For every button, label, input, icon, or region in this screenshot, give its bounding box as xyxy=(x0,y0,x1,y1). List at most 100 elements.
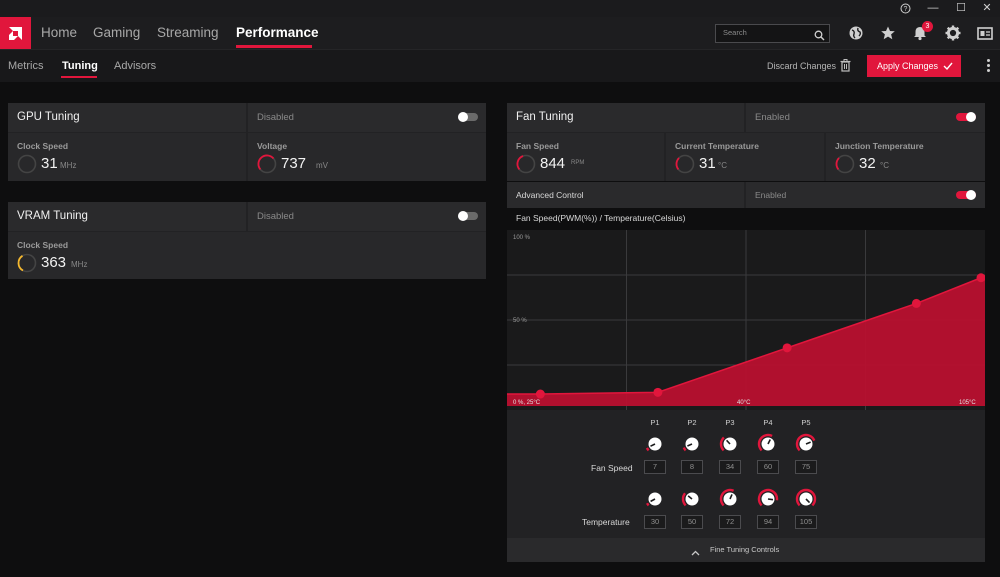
point-label-p5: P5 xyxy=(801,418,811,427)
gpu-clock-speed-cell: Clock Speed 31 MHz xyxy=(8,133,246,181)
x-tick-105: 105°C xyxy=(959,400,976,406)
fine-tuning-controls-label: Fine Tuning Controls xyxy=(710,545,780,554)
fan-tuning-title: Fan Tuning xyxy=(516,111,574,123)
advanced-control-toggle[interactable] xyxy=(956,190,976,200)
p1-fan-speed-knob[interactable] xyxy=(644,433,666,455)
fan-speed-row-label: Fan Speed xyxy=(591,463,633,473)
fan-curve-points[interactable] xyxy=(535,273,986,399)
x-tick-40: 40°C xyxy=(737,400,751,406)
checkmark-icon xyxy=(943,55,953,85)
fan-tuning-status: Enabled xyxy=(755,112,790,123)
p4-temperature-input[interactable]: 94 xyxy=(757,515,779,529)
y-tick-50: 50 % xyxy=(513,318,527,324)
fan-curve-point-5[interactable] xyxy=(976,273,986,283)
gpu-clock-value: 31 xyxy=(41,155,58,172)
gear-icon[interactable] xyxy=(945,25,961,41)
current-temperature-cell: Current Temperature 31 °C xyxy=(666,133,824,181)
gpu-voltage-value: 737 xyxy=(281,155,307,172)
subtab-advisors[interactable]: Advisors xyxy=(114,60,157,72)
active-tab-indicator xyxy=(236,45,312,48)
search-input[interactable]: Search xyxy=(715,24,830,43)
gpu-tuning-status: Disabled xyxy=(257,112,294,123)
title-bar: ? — ☐ ✕ xyxy=(0,0,1000,17)
p4-temperature-knob[interactable] xyxy=(757,488,779,510)
gpu-tuning-toggle[interactable] xyxy=(458,112,478,122)
current-temperature-unit: °C xyxy=(718,161,727,170)
fan-curve-point-4[interactable] xyxy=(911,298,921,308)
more-options-icon[interactable] xyxy=(983,57,993,77)
p5-fan-speed-input[interactable]: 75 xyxy=(795,460,817,474)
search-icon[interactable] xyxy=(814,28,825,46)
temperature-row-label: Temperature xyxy=(582,517,630,527)
gpu-tuning-panel: GPU Tuning Disabled Clock Speed 31 MHz V… xyxy=(8,103,486,181)
fan-curve-point-3[interactable] xyxy=(782,343,792,353)
p5-temperature-knob[interactable] xyxy=(795,488,817,510)
nav-tab-home[interactable]: Home xyxy=(41,25,78,40)
p1-temperature-input[interactable]: 30 xyxy=(644,515,666,529)
p2-fan-speed-input[interactable]: 8 xyxy=(681,460,703,474)
star-icon[interactable] xyxy=(880,25,896,41)
active-subtab-indicator xyxy=(61,76,97,78)
fan-curve-point-1[interactable] xyxy=(535,389,545,399)
search-placeholder: Search xyxy=(723,28,747,37)
svg-text:?: ? xyxy=(903,6,907,13)
subtab-tuning[interactable]: Tuning xyxy=(62,60,98,72)
p2-temperature-input[interactable]: 50 xyxy=(681,515,703,529)
fan-tuning-toggle[interactable] xyxy=(956,112,976,122)
gpu-voltage-gauge-icon xyxy=(257,154,277,174)
p4-fan-speed-input[interactable]: 60 xyxy=(757,460,779,474)
p3-temperature-knob[interactable] xyxy=(719,488,741,510)
close-button[interactable]: ✕ xyxy=(982,2,992,14)
fan-speed-label: Fan Speed xyxy=(516,141,559,151)
fan-tuning-panel: Fan Tuning Enabled Fan Speed 844 RPM Cur… xyxy=(507,103,985,181)
fan-speed-unit: RPM xyxy=(571,160,585,166)
fan-tuning-status-row: Enabled xyxy=(746,103,985,132)
vram-tuning-title: VRAM Tuning xyxy=(17,210,88,222)
p3-fan-speed-knob[interactable] xyxy=(719,433,741,455)
vram-tuning-status-row: Disabled xyxy=(248,202,486,231)
fine-tuning-controls-bar[interactable]: Fine Tuning Controls xyxy=(507,538,985,562)
p3-fan-speed-input[interactable]: 34 xyxy=(719,460,741,474)
vram-tuning-toggle[interactable] xyxy=(458,211,478,221)
help-icon[interactable]: ? xyxy=(890,0,920,17)
p5-fan-speed-knob[interactable] xyxy=(795,433,817,455)
junction-temperature-cell: Junction Temperature 32 °C xyxy=(826,133,985,181)
globe-icon[interactable] xyxy=(848,25,864,41)
gpu-voltage-unit: mV xyxy=(316,161,328,170)
apply-changes-button[interactable]: Apply Changes xyxy=(867,55,961,77)
p3-temperature-input[interactable]: 72 xyxy=(719,515,741,529)
vram-clock-label: Clock Speed xyxy=(17,240,69,250)
amd-logo[interactable] xyxy=(0,17,31,49)
trash-icon[interactable] xyxy=(840,59,851,77)
discard-changes-button[interactable]: Discard Changes xyxy=(767,61,837,71)
fan-curve-chart-title: Fan Speed(PWM(%)) / Temperature(Celsius) xyxy=(516,213,686,223)
fan-speed-gauge-icon xyxy=(516,154,536,174)
gpu-voltage-label: Voltage xyxy=(257,141,288,151)
vram-clock-value: 363 xyxy=(41,254,67,271)
account-card-icon[interactable] xyxy=(977,25,993,41)
p1-fan-speed-input[interactable]: 7 xyxy=(644,460,666,474)
p2-temperature-knob[interactable] xyxy=(681,488,703,510)
fan-curve-chart[interactable]: 100 % 50 % 0 %, 25°C 40°C 105°C xyxy=(507,230,986,410)
fan-curve-point-2[interactable] xyxy=(653,387,663,397)
fan-point-controls xyxy=(507,410,985,538)
maximize-button[interactable]: ☐ xyxy=(956,2,966,14)
p4-fan-speed-knob[interactable] xyxy=(757,433,779,455)
p2-fan-speed-knob[interactable] xyxy=(681,433,703,455)
point-label-p3: P3 xyxy=(725,418,735,427)
notification-badge: 3 xyxy=(922,21,933,32)
nav-tab-performance[interactable]: Performance xyxy=(236,25,319,40)
junction-temperature-label: Junction Temperature xyxy=(835,141,924,151)
fan-curve-svg[interactable]: 100 % 50 % 0 %, 25°C 40°C 105°C xyxy=(507,230,986,410)
current-temperature-label: Current Temperature xyxy=(675,141,759,151)
sub-navigation: Metrics Tuning Advisors Discard Changes … xyxy=(0,49,1000,82)
subtab-metrics[interactable]: Metrics xyxy=(8,60,44,72)
p5-temperature-input[interactable]: 105 xyxy=(795,515,817,529)
fan-curve-line xyxy=(507,277,982,395)
nav-tab-gaming[interactable]: Gaming xyxy=(93,25,141,40)
nav-tab-streaming[interactable]: Streaming xyxy=(157,25,219,40)
minimize-button[interactable]: — xyxy=(927,2,939,14)
vram-clock-gauge-icon xyxy=(17,253,37,273)
vram-tuning-status: Disabled xyxy=(257,211,294,222)
p1-temperature-knob[interactable] xyxy=(644,488,666,510)
